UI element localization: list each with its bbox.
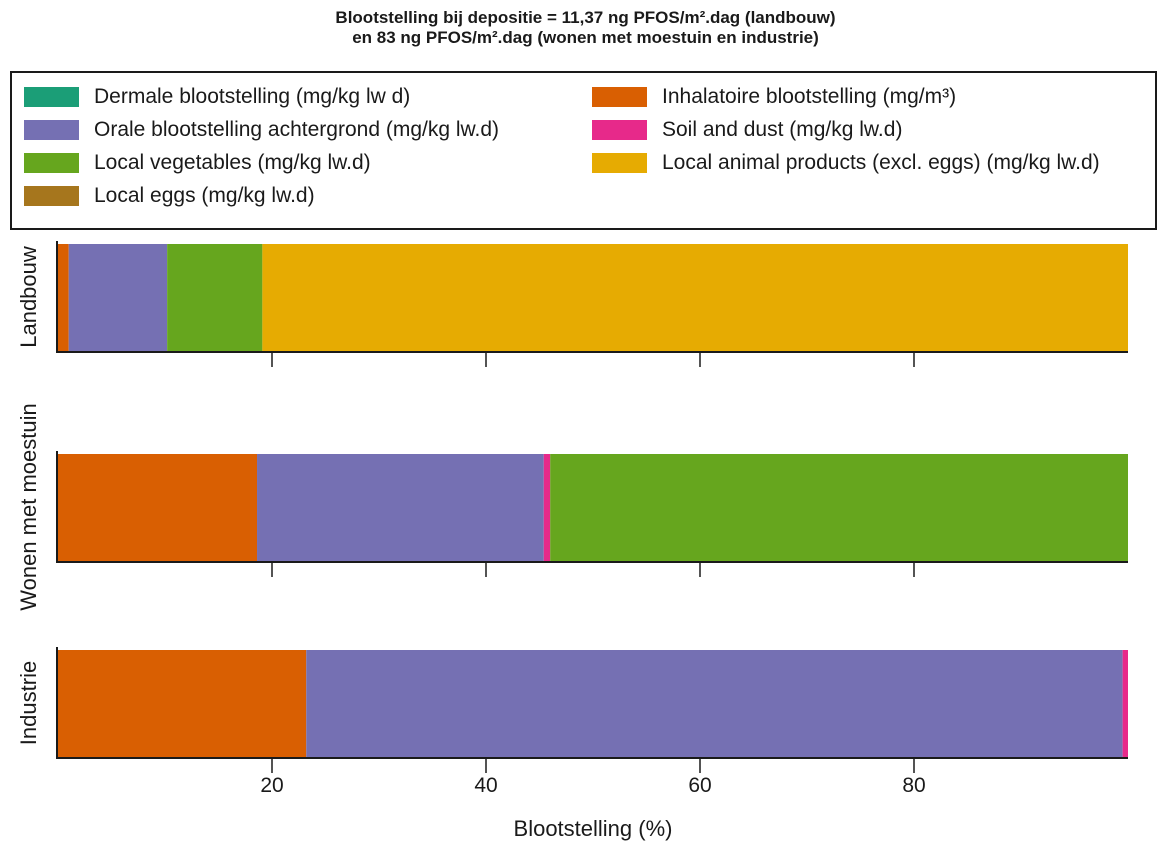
legend-swatch: [24, 120, 79, 140]
bar-segment: [58, 650, 307, 757]
x-tick-label: 20: [260, 774, 283, 797]
legend-label: Local eggs (mg/kg lw.d): [94, 184, 315, 207]
category-label: Wonen met moestuin: [16, 403, 41, 610]
legend-item: Inhalatoire blootstelling (mg/m³): [592, 82, 956, 112]
legend-swatch: [24, 153, 79, 173]
bar-segment: [262, 244, 1128, 351]
legend-swatch: [24, 87, 79, 107]
legend-label: Orale blootstelling achtergrond (mg/kg l…: [94, 118, 500, 141]
bar-segment: [550, 454, 1128, 561]
legend-label: Inhalatoire blootstelling (mg/m³): [662, 85, 957, 108]
legend-swatch: [24, 186, 79, 206]
legend-item: Local animal products (excl. eggs) (mg/k…: [592, 148, 1100, 178]
legend-label: Soil and dust (mg/kg lw.d): [662, 118, 903, 141]
category-label: Landbouw: [16, 246, 41, 348]
bar-segment: [257, 454, 544, 561]
legend-item: Soil and dust (mg/kg lw.d): [592, 115, 902, 145]
chart-subtitle: en 83 ng PFOS/m².dag (wonen met moestuin…: [352, 28, 819, 47]
legend-swatch: [592, 120, 647, 140]
chart-title: Blootstelling bij depositie = 11,37 ng P…: [0, 8, 1171, 48]
bar-segment: [68, 244, 168, 351]
bar-segment: [543, 454, 551, 561]
bar-segment: [58, 244, 69, 351]
category-label: Industrie: [16, 661, 41, 745]
legend-label: Dermale blootstelling (mg/kg lw d): [94, 85, 411, 108]
bar-segment: [58, 454, 258, 561]
bar-segment: [1122, 650, 1128, 757]
chart-title-line-1: Blootstelling bij depositie = 11,37 ng P…: [335, 8, 836, 27]
legend-item: Orale blootstelling achtergrond (mg/kg l…: [24, 115, 499, 145]
bar-segment: [306, 650, 1123, 757]
legend-label: Local vegetables (mg/kg lw.d): [94, 151, 371, 174]
x-tick-label: 60: [688, 774, 711, 797]
x-tick-label: 40: [474, 774, 497, 797]
legend: Dermale blootstelling (mg/kg lw d) Inhala…: [10, 71, 1157, 230]
x-tick-label: 80: [902, 774, 925, 797]
legend-swatch: [592, 87, 647, 107]
legend-label: Local animal products (excl. eggs) (mg/k…: [662, 151, 1100, 174]
legend-swatch: [592, 153, 647, 173]
bar-segment: [167, 244, 263, 351]
legend-item: Dermale blootstelling (mg/kg lw d): [24, 82, 410, 112]
x-axis-label: Blootstelling (%): [514, 816, 673, 841]
legend-item: Local eggs (mg/kg lw.d): [24, 181, 315, 211]
legend-item: Local vegetables (mg/kg lw.d): [24, 148, 371, 178]
